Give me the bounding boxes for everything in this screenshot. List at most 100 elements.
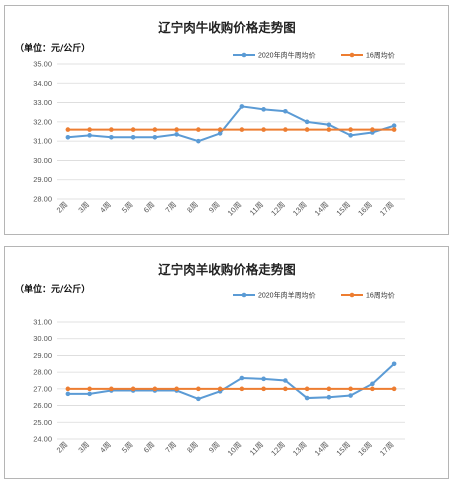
- y-tick-label: 33.00: [33, 98, 52, 107]
- data-point: [130, 127, 136, 132]
- y-tick-label: 26.00: [33, 401, 52, 410]
- data-point: [261, 376, 266, 382]
- x-tick-label: 2周: [55, 200, 70, 215]
- legend-label: 2020年肉牛周均价: [258, 51, 316, 60]
- y-tick-label: 32.00: [33, 117, 52, 126]
- x-tick-label: 9周: [207, 440, 222, 455]
- data-point: [239, 375, 245, 381]
- x-tick-label: 12周: [269, 440, 287, 458]
- data-point: [109, 134, 114, 140]
- y-tick-label: 31.00: [33, 318, 52, 327]
- data-point: [196, 138, 201, 144]
- legend-marker: [349, 292, 355, 298]
- x-tick-label: 9周: [207, 200, 222, 215]
- y-tick-label: 30.00: [33, 156, 52, 165]
- x-tick-label: 16周: [356, 440, 374, 458]
- x-tick-label: 7周: [163, 200, 178, 215]
- legend-label: 16周均价: [366, 51, 395, 60]
- x-tick-label: 6周: [142, 440, 157, 455]
- data-point: [348, 133, 353, 138]
- mutton-price-chart: 辽宁肉羊收购价格走势图 （单位：元/公斤） 24.00 25.00 26.00 27.…: [15, 262, 405, 458]
- y-tick-label: 27.00: [33, 384, 52, 393]
- y-tick-label: 25.00: [33, 418, 52, 427]
- data-point: [261, 127, 266, 132]
- beef-price-chart-panel: 辽宁肉牛收购价格走势图 （单位：元/公斤） 28.00 29.00 30.00 31.…: [4, 5, 449, 235]
- data-point: [65, 391, 71, 397]
- x-tick-label: 4周: [98, 200, 113, 215]
- data-point: [370, 386, 375, 392]
- x-tick-label: 14周: [313, 200, 331, 218]
- data-point: [152, 386, 158, 392]
- y-tick-label: 28.00: [33, 195, 52, 204]
- x-tick-label: 5周: [120, 200, 135, 215]
- x-tick-label: 7周: [163, 440, 178, 455]
- x-tick-label: 14周: [313, 440, 331, 458]
- data-point: [217, 127, 223, 132]
- y-tick-label: 29.00: [33, 351, 52, 360]
- data-point: [304, 386, 310, 392]
- x-tick-label: 13周: [291, 440, 309, 458]
- data-point: [87, 127, 92, 132]
- y-tick-label: 35.00: [33, 60, 52, 69]
- x-tick-label: 12周: [269, 200, 287, 218]
- legend-label: 16周均价: [366, 291, 395, 300]
- legend-marker: [349, 52, 355, 58]
- x-tick-label: 11周: [248, 440, 265, 457]
- data-point: [326, 386, 332, 392]
- data-point: [174, 127, 179, 132]
- x-tick-label: 17周: [378, 200, 396, 218]
- data-point: [304, 119, 310, 125]
- data-point: [239, 386, 245, 392]
- data-point: [283, 386, 288, 392]
- x-tick-label: 13周: [291, 200, 309, 218]
- x-tick-label: 6周: [142, 200, 157, 215]
- unit-label: （单位：元/公斤）: [15, 283, 90, 295]
- y-tick-label: 24.00: [33, 435, 52, 444]
- data-point: [65, 127, 71, 132]
- data-point: [174, 132, 179, 137]
- data-point: [370, 381, 375, 387]
- data-point: [348, 386, 353, 392]
- data-point: [348, 393, 353, 398]
- data-point: [391, 123, 397, 129]
- data-point: [261, 386, 266, 392]
- mutton-price-chart-panel: 辽宁肉羊收购价格走势图 （单位：元/公斤） 24.00 25.00 26.00 27.…: [4, 246, 449, 479]
- legend-marker: [241, 292, 247, 298]
- y-tick-label: 28.00: [33, 368, 52, 377]
- data-point: [196, 127, 201, 132]
- x-tick-label: 3周: [76, 200, 91, 215]
- data-point: [196, 396, 201, 402]
- unit-label: （单位：元/公斤）: [15, 42, 90, 54]
- data-point: [283, 108, 288, 114]
- data-point: [87, 133, 92, 138]
- legend-marker: [241, 52, 247, 58]
- data-point: [217, 386, 223, 392]
- data-point: [326, 394, 332, 400]
- x-tick-label: 5周: [120, 440, 135, 455]
- data-point: [304, 395, 310, 401]
- legend-label: 2020年肉羊周均价: [258, 291, 316, 300]
- data-point: [130, 134, 136, 140]
- series-line: [67, 105, 395, 143]
- data-point: [65, 386, 71, 392]
- data-point: [87, 386, 92, 392]
- data-point: [304, 127, 310, 132]
- data-point: [109, 127, 114, 132]
- data-point: [261, 107, 266, 112]
- data-point: [326, 127, 332, 132]
- series-line: [67, 363, 395, 400]
- data-point: [239, 104, 245, 109]
- data-point: [326, 122, 332, 128]
- data-point: [239, 127, 245, 132]
- data-point: [196, 386, 201, 392]
- data-point: [65, 134, 71, 140]
- x-tick-label: 8周: [185, 200, 200, 215]
- y-tick-label: 30.00: [33, 334, 52, 343]
- x-tick-label: 3周: [76, 440, 91, 455]
- data-point: [174, 386, 179, 392]
- chart-title: 辽宁肉牛收购价格走势图: [158, 20, 296, 35]
- x-tick-label: 2周: [55, 440, 70, 455]
- x-tick-label: 4周: [98, 440, 113, 455]
- y-tick-label: 31.00: [33, 137, 52, 146]
- x-tick-label: 15周: [334, 440, 352, 458]
